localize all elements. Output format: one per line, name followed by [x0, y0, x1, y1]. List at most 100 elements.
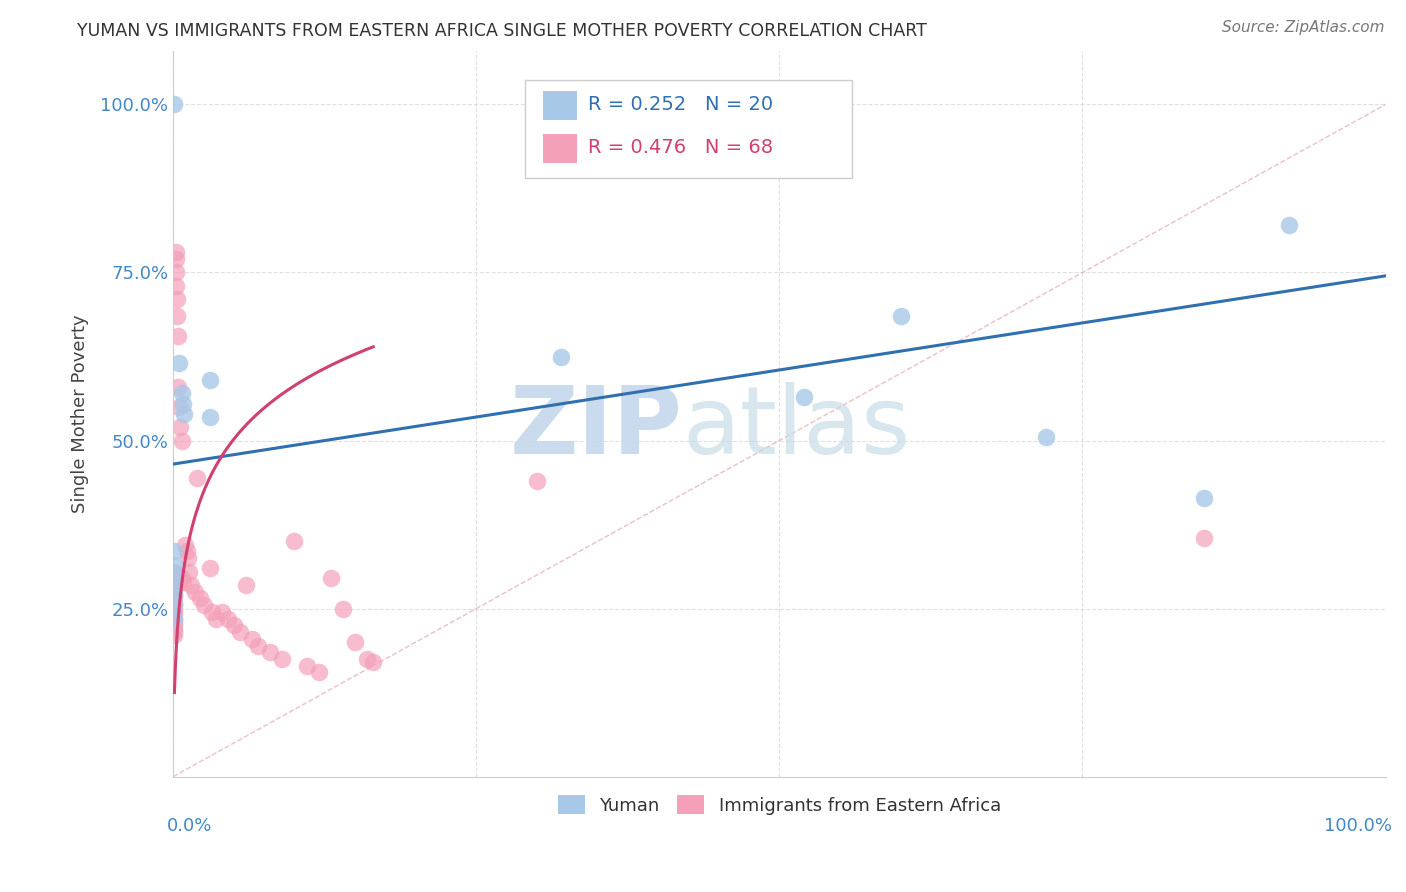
Point [163, 574, 186, 589]
Point [1277, 219, 1299, 233]
Point [169, 574, 191, 589]
Text: YUMAN VS IMMIGRANTS FROM EASTERN AFRICA SINGLE MOTHER POVERTY CORRELATION CHART: YUMAN VS IMMIGRANTS FROM EASTERN AFRICA … [77, 22, 927, 40]
Point [198, 410, 221, 425]
Point [169, 400, 191, 414]
Point [308, 665, 330, 680]
Point [271, 652, 294, 666]
Point [193, 598, 215, 612]
Point [344, 635, 367, 649]
Point [163, 591, 186, 606]
Point [163, 578, 186, 592]
Point [167, 380, 190, 394]
Point [550, 350, 572, 364]
Point [295, 658, 318, 673]
Text: 100.0%: 100.0% [1323, 816, 1392, 835]
Point [163, 612, 186, 626]
Point [163, 544, 186, 558]
Point [163, 625, 186, 640]
Point [163, 565, 186, 579]
Point [235, 578, 257, 592]
Point [240, 632, 263, 646]
Point [163, 588, 186, 602]
Point [163, 612, 186, 626]
Point [201, 605, 224, 619]
Point [163, 582, 186, 596]
Point [1192, 491, 1215, 505]
Point [163, 598, 186, 612]
Point [163, 595, 186, 609]
Point [332, 601, 354, 615]
Point [163, 97, 186, 112]
Point [165, 245, 187, 260]
Point [166, 309, 188, 323]
Point [170, 386, 193, 401]
Point [165, 568, 187, 582]
Legend: Yuman, Immigrants from Eastern Africa: Yuman, Immigrants from Eastern Africa [550, 789, 1008, 822]
Point [793, 390, 815, 404]
Point [167, 329, 190, 343]
Point [198, 561, 221, 575]
Text: 0.0%: 0.0% [167, 816, 212, 835]
Point [166, 293, 188, 307]
Point [259, 645, 281, 659]
Point [163, 608, 186, 623]
Point [163, 578, 186, 592]
Point [163, 558, 186, 572]
Text: Source: ZipAtlas.com: Source: ZipAtlas.com [1222, 20, 1385, 35]
Point [163, 618, 186, 632]
Point [319, 571, 342, 585]
Point [177, 565, 200, 579]
Point [890, 309, 912, 323]
Point [186, 470, 208, 484]
Point [188, 591, 211, 606]
Point [204, 612, 226, 626]
Y-axis label: Single Mother Poverty: Single Mother Poverty [72, 314, 89, 513]
Point [163, 598, 186, 612]
Point [526, 474, 548, 488]
Point [172, 396, 194, 410]
Point [1035, 430, 1057, 444]
Point [184, 584, 207, 599]
Point [1192, 531, 1215, 545]
Text: R = 0.252   N = 20: R = 0.252 N = 20 [588, 95, 773, 114]
Point [163, 622, 186, 636]
Point [361, 656, 384, 670]
Point [165, 265, 187, 279]
Point [198, 373, 221, 387]
Point [166, 568, 188, 582]
Point [163, 601, 186, 615]
Point [170, 571, 193, 585]
Point [211, 605, 233, 619]
Point [169, 420, 191, 434]
FancyBboxPatch shape [543, 134, 576, 163]
Point [163, 568, 186, 582]
Point [174, 538, 197, 552]
Point [177, 551, 200, 566]
Point [169, 356, 191, 370]
Point [173, 407, 195, 421]
FancyBboxPatch shape [524, 79, 852, 178]
Point [163, 584, 186, 599]
Point [247, 639, 270, 653]
Point [163, 568, 186, 582]
FancyBboxPatch shape [543, 91, 576, 120]
Point [180, 578, 202, 592]
Point [165, 252, 187, 266]
Point [163, 615, 186, 629]
Point [163, 605, 186, 619]
Text: atlas: atlas [682, 382, 911, 475]
Point [163, 571, 186, 585]
Point [217, 612, 239, 626]
Point [167, 574, 190, 589]
Point [356, 652, 378, 666]
Point [163, 628, 186, 642]
Point [170, 434, 193, 448]
Point [283, 534, 305, 549]
Point [222, 618, 245, 632]
Point [172, 574, 194, 589]
Point [163, 588, 186, 602]
Text: ZIP: ZIP [509, 382, 682, 475]
Text: R = 0.476   N = 68: R = 0.476 N = 68 [588, 138, 773, 158]
Point [165, 279, 187, 293]
Point [176, 544, 198, 558]
